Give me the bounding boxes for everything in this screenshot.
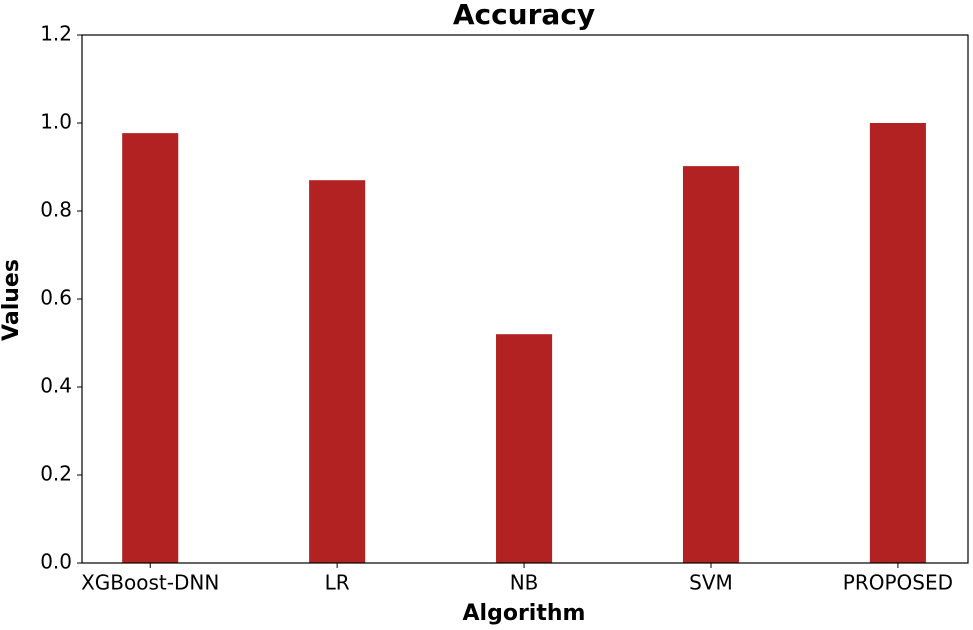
bar <box>309 180 366 563</box>
y-tick-label: 0.0 <box>40 550 72 574</box>
y-tick-label: 0.8 <box>40 198 72 222</box>
x-tick-label: LR <box>325 571 350 595</box>
y-axis-label: Values <box>0 259 24 341</box>
x-tick-label: XGBoost-DNN <box>81 571 219 595</box>
y-tick-label: 1.0 <box>40 110 72 134</box>
bar <box>122 133 179 563</box>
chart-title: Accuracy <box>453 0 595 31</box>
y-tick-label: 0.6 <box>40 286 72 310</box>
bar <box>496 334 553 563</box>
y-tick-label: 1.2 <box>40 22 72 46</box>
x-tick-label: PROPOSED <box>843 571 953 595</box>
x-axis-label: Algorithm <box>463 601 586 626</box>
y-tick-label: 0.4 <box>40 374 72 398</box>
bar <box>682 166 740 563</box>
bar <box>869 123 926 563</box>
y-tick-label: 0.2 <box>40 462 72 486</box>
x-tick-label: NB <box>510 571 539 595</box>
plot-frame <box>81 34 969 564</box>
x-tick-label: SVM <box>689 571 733 595</box>
